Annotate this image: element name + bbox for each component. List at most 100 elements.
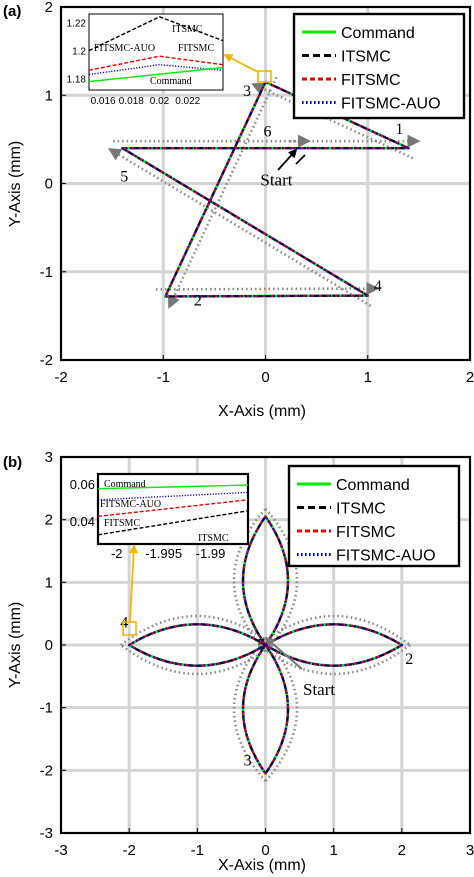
- panel-a: (a) 1 2 3 4 5 6 Start -2 -1 0 1 2 -2 -1 0 1 2 X-Axis (m…: [3, 0, 474, 420]
- annotation-label: 2: [405, 651, 413, 668]
- y-tick-label: 2: [45, 512, 53, 529]
- panel-b-ylabel: Y-Axis (mm): [7, 602, 24, 689]
- x-tick-label: 2: [466, 369, 474, 386]
- y-tick-label: 1: [45, 574, 53, 591]
- panel-a-lines: [121, 80, 410, 298]
- inset-x-tick-label: 0.02: [150, 96, 170, 107]
- annotation-label: 3: [243, 83, 251, 100]
- start-arrow: [277, 148, 298, 171]
- x-tick-label: -1: [157, 369, 170, 386]
- inset-line-auo: [88, 63, 224, 76]
- annotation-label: Start: [303, 680, 335, 699]
- y-tick-label: 2: [45, 0, 53, 16]
- direction-guide: [257, 614, 411, 676]
- direction-guide: [107, 148, 372, 308]
- legend-box: [287, 464, 461, 568]
- inset-x-tick-label: 0.016: [91, 96, 116, 107]
- x-tick-label: 0: [261, 842, 269, 859]
- inset-x-tick-label: 0.018: [119, 96, 144, 107]
- inset-y-tick-label: 1.2: [72, 47, 86, 58]
- panel-b-label: (b): [3, 454, 22, 471]
- inset-series-label: FITSMC-AUO: [100, 499, 161, 510]
- y-tick-label: -2: [40, 352, 53, 369]
- panel-b: (b) 1 2 3 4 5 Start -3 -2 -1 0 1 2 3 -3 -2 -1 0 1 2 3 X-Ax…: [3, 449, 474, 874]
- y-tick-label: 0: [45, 637, 53, 654]
- inset-line-itsmc: [88, 16, 224, 52]
- inset-series-label: Command: [104, 479, 146, 490]
- y-tick-label: -2: [40, 762, 53, 779]
- inset-x-tick-label: -2: [111, 546, 123, 561]
- inset-y-tick-label: 0.06: [70, 477, 95, 492]
- legend-label: ITSMC: [336, 501, 386, 518]
- zoom-region-box: [122, 621, 137, 636]
- panel-b-guide: [120, 507, 411, 783]
- y-tick-label: -1: [40, 264, 53, 281]
- annotation-label: Start: [260, 170, 292, 189]
- inset-line-fitsmc: [88, 55, 224, 71]
- start-pointer: [295, 154, 306, 165]
- annotation-label: 5: [120, 169, 128, 186]
- series-line-auo: [121, 80, 410, 298]
- x-tick-label: -2: [122, 842, 135, 859]
- legend-label: Command: [341, 25, 415, 42]
- inset-y-tick-label: 1.22: [67, 18, 87, 29]
- panel-a-inset: 0.016 0.018 0.02 0.022 1.18 1.2 1.22 ITSMC FITSM…: [67, 13, 272, 107]
- legend-label: FITSMC: [336, 524, 396, 541]
- inset-series-label: FITSMC: [104, 518, 140, 529]
- direction-guide: [156, 282, 380, 296]
- zoom-connector: [129, 544, 139, 623]
- y-tick-label: -1: [40, 700, 53, 717]
- inset-frame: [88, 13, 224, 91]
- legend-label: FITSMC-AUO: [336, 548, 436, 565]
- inset-x-tick-label: 0.022: [175, 96, 200, 107]
- inset-series-label: ITSMC: [172, 24, 203, 35]
- x-tick-label: -3: [54, 842, 67, 859]
- panel-a-ticks: -2 -1 0 1 2 -2 -1 0 1 2: [40, 0, 474, 386]
- x-tick-label: -1: [191, 842, 204, 859]
- panel-a-ylabel: Y-Axis (mm): [7, 141, 24, 228]
- start-arrow: [264, 636, 303, 670]
- y-tick-label: 0: [45, 176, 53, 193]
- panel-b-lines: [127, 515, 404, 775]
- annotation-label: 4: [374, 278, 382, 295]
- y-tick-label: -3: [40, 825, 53, 842]
- inset-y-tick-label: 1.18: [67, 75, 87, 86]
- zoom-connector: [223, 54, 259, 73]
- x-tick-label: 0: [261, 369, 269, 386]
- x-tick-label: 1: [364, 369, 372, 386]
- inset-line-command: [88, 66, 224, 83]
- annotation-label: 6: [263, 124, 271, 141]
- inset-line-fitsmc: [97, 499, 249, 518]
- x-tick-label: 1: [329, 842, 337, 859]
- inset-line-itsmc: [97, 510, 249, 536]
- legend-label: Command: [336, 477, 410, 494]
- inset-series-label: FITSMC-AUO: [94, 43, 155, 54]
- x-tick-label: 2: [398, 842, 406, 859]
- annotation-label: 1: [395, 121, 403, 138]
- inset-x-tick-label: -1.995: [145, 546, 182, 561]
- zoom-region-box: [257, 70, 272, 83]
- direction-guide: [120, 614, 274, 676]
- panel-b-ticks: -3 -2 -1 0 1 2 3 -3 -2 -1 0 1 2 3: [40, 449, 474, 859]
- x-tick-label: 3: [466, 842, 474, 859]
- legend-label: ITSMC: [341, 49, 391, 66]
- panel-a-label: (a): [3, 3, 21, 20]
- inset-series-label: FITSMC: [178, 43, 214, 54]
- direction-guide: [167, 76, 278, 309]
- x-tick-label: -2: [54, 369, 67, 386]
- inset-series-label: ITSMC: [198, 533, 229, 544]
- inset-y-tick-label: 0.04: [70, 514, 95, 529]
- panel-b-legend: Command ITSMC FITSMC FITSMC-AUO: [287, 464, 461, 568]
- panel-b-xlabel: X-Axis (mm): [218, 857, 306, 874]
- annotation-label: 4: [120, 614, 128, 631]
- legend-label: FITSMC-AUO: [341, 96, 441, 113]
- panel-a-xlabel: X-Axis (mm): [218, 403, 306, 420]
- y-tick-label: 1: [45, 87, 53, 104]
- panel-b-annotations: 12345Start: [120, 500, 413, 769]
- inset-series-label: Command: [150, 76, 192, 87]
- panel-a-legend: Command ITSMC FITSMC FITSMC-AUO: [292, 12, 466, 120]
- annotation-label: 3: [244, 752, 252, 769]
- y-tick-label: 3: [45, 449, 53, 466]
- legend-label: FITSMC: [341, 72, 401, 89]
